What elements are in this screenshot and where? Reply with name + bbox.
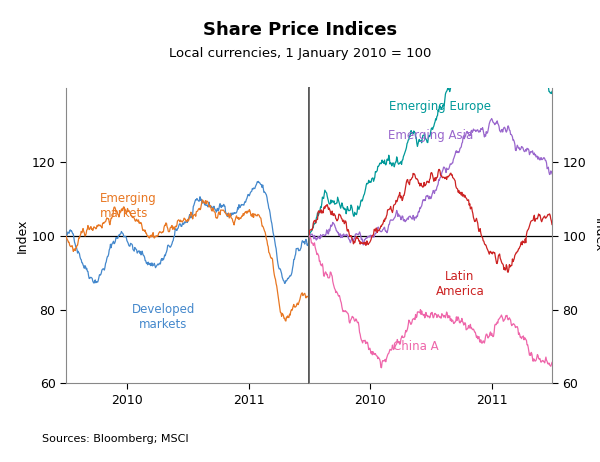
- Text: Emerging
markets: Emerging markets: [100, 192, 156, 220]
- Text: Share Price Indices: Share Price Indices: [203, 21, 397, 39]
- Text: Emerging Europe: Emerging Europe: [389, 100, 491, 113]
- Text: Sources: Bloomberg; MSCI: Sources: Bloomberg; MSCI: [42, 434, 188, 444]
- Text: Latin
America: Latin America: [436, 270, 484, 298]
- Text: Developed
markets: Developed markets: [132, 303, 195, 331]
- Text: Local currencies, 1 January 2010 = 100: Local currencies, 1 January 2010 = 100: [169, 47, 431, 60]
- Y-axis label: Index: Index: [16, 219, 29, 253]
- Text: Emerging Asia: Emerging Asia: [388, 129, 473, 142]
- Text: China A: China A: [393, 340, 439, 353]
- Y-axis label: Index: Index: [592, 219, 600, 253]
